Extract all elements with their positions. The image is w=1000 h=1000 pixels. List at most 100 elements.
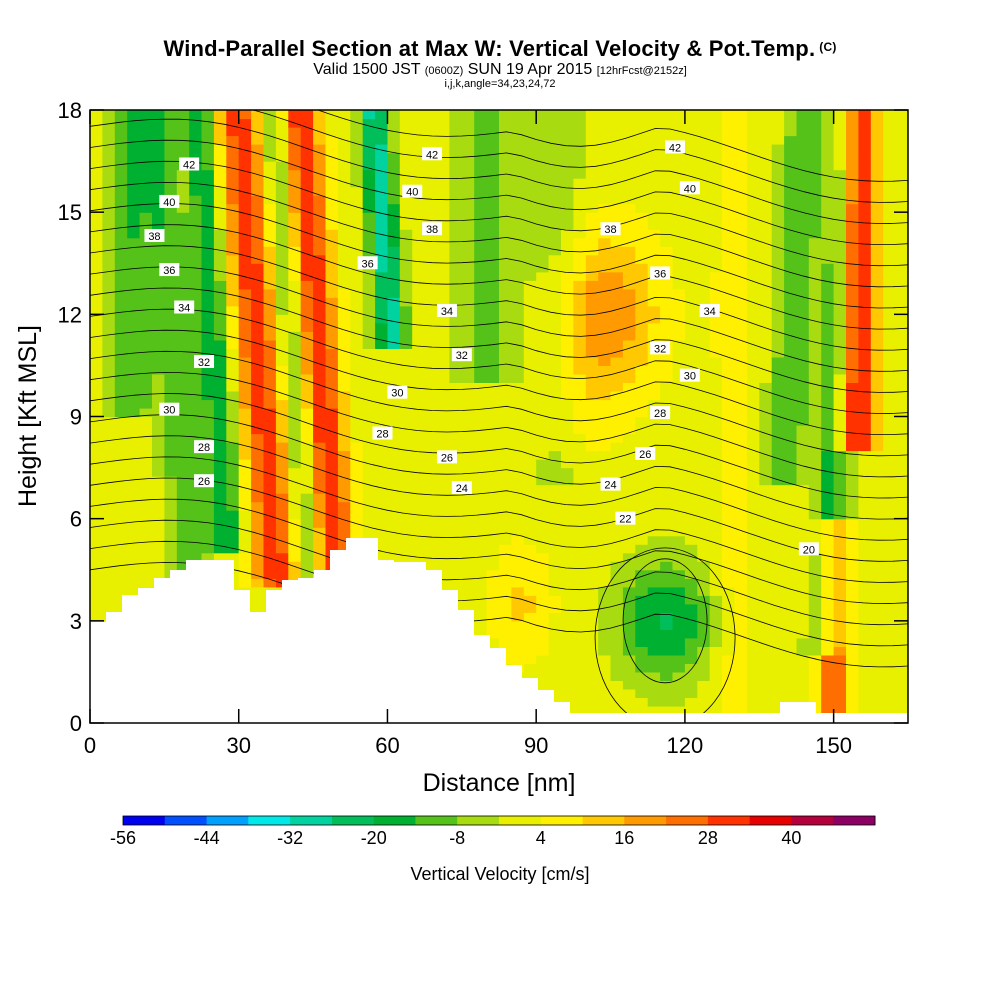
field-cell xyxy=(561,169,574,179)
field-cell xyxy=(412,365,426,375)
field-cell xyxy=(585,220,599,230)
field-cell xyxy=(622,135,636,145)
field-cell xyxy=(697,671,711,681)
field-cell xyxy=(350,527,364,537)
field-cell xyxy=(461,356,475,366)
field-cell xyxy=(759,203,773,213)
field-cell xyxy=(238,535,252,545)
field-cell xyxy=(325,288,339,298)
field-cell xyxy=(176,254,190,264)
field-cell xyxy=(833,595,847,605)
field-cell xyxy=(251,118,265,128)
field-cell xyxy=(362,186,376,196)
field-cell xyxy=(152,510,165,520)
field-cell xyxy=(511,450,525,460)
field-cell xyxy=(821,552,835,562)
field-cell xyxy=(660,229,674,239)
field-cell xyxy=(251,110,265,120)
field-cell xyxy=(585,229,599,239)
field-cell xyxy=(189,399,203,409)
field-cell xyxy=(114,535,128,545)
field-cell xyxy=(399,518,413,528)
field-cell xyxy=(833,459,847,469)
field-cell xyxy=(350,135,364,145)
field-cell xyxy=(387,314,401,324)
field-cell xyxy=(102,195,116,205)
field-cell xyxy=(499,629,512,639)
field-cell xyxy=(684,322,698,332)
field-cell xyxy=(821,220,835,230)
field-cell xyxy=(127,271,141,281)
field-cell xyxy=(201,535,215,545)
field-cell xyxy=(300,510,314,520)
field-cell xyxy=(536,663,550,673)
field-cell xyxy=(573,535,587,545)
field-cell xyxy=(523,263,537,273)
field-cell xyxy=(399,220,413,230)
field-cell xyxy=(821,391,835,401)
field-cell xyxy=(536,356,550,366)
field-cell xyxy=(313,450,327,460)
field-cell xyxy=(883,246,897,256)
field-cell xyxy=(213,271,227,281)
field-cell xyxy=(647,603,661,613)
field-cell xyxy=(573,425,587,435)
field-cell xyxy=(288,476,302,486)
field-cell xyxy=(771,356,785,366)
field-cell xyxy=(499,271,512,281)
field-cell xyxy=(251,416,265,426)
field-cell xyxy=(709,663,723,673)
field-cell xyxy=(722,586,736,596)
theta-label-bg xyxy=(144,229,165,243)
field-cell xyxy=(746,544,760,554)
field-cell xyxy=(263,510,277,520)
field-cell xyxy=(337,271,351,281)
field-cell xyxy=(424,356,438,366)
field-cell xyxy=(399,195,413,205)
field-cell xyxy=(734,518,748,528)
field-cell xyxy=(523,501,537,511)
field-cell xyxy=(796,305,810,315)
field-cell xyxy=(846,654,859,664)
field-cell xyxy=(573,220,587,230)
field-cell xyxy=(437,118,450,128)
field-cell xyxy=(895,637,908,647)
field-cell xyxy=(808,518,822,528)
field-cell xyxy=(424,203,438,213)
field-cell xyxy=(350,510,364,520)
field-cell xyxy=(313,220,327,230)
field-cell xyxy=(523,671,537,681)
field-cell xyxy=(474,280,488,290)
field-cell xyxy=(561,425,574,435)
field-cell xyxy=(585,654,599,664)
field-cell xyxy=(213,212,227,222)
field-cell xyxy=(399,212,413,222)
field-cell xyxy=(585,118,599,128)
field-cell xyxy=(610,271,624,281)
field-cell xyxy=(709,688,723,698)
field-cell xyxy=(399,322,413,332)
field-cell xyxy=(734,671,748,681)
field-cell xyxy=(796,467,810,477)
field-cell xyxy=(647,382,661,392)
field-cell xyxy=(647,229,661,239)
field-cell xyxy=(226,212,240,222)
field-cell xyxy=(771,229,785,239)
field-cell xyxy=(102,263,116,273)
field-cell xyxy=(610,246,624,256)
field-cell xyxy=(362,416,376,426)
field-cell xyxy=(213,535,227,545)
field-cell xyxy=(375,501,389,511)
field-cell xyxy=(759,595,773,605)
field-cell xyxy=(573,518,587,528)
field-cell xyxy=(139,373,153,383)
field-cell xyxy=(412,305,426,315)
field-cell xyxy=(870,391,884,401)
field-cell xyxy=(213,450,227,460)
field-cell xyxy=(635,212,649,222)
field-cell xyxy=(300,501,314,511)
field-cell xyxy=(461,331,475,341)
field-cell xyxy=(412,271,426,281)
field-cell xyxy=(784,373,798,383)
field-cell xyxy=(189,220,203,230)
